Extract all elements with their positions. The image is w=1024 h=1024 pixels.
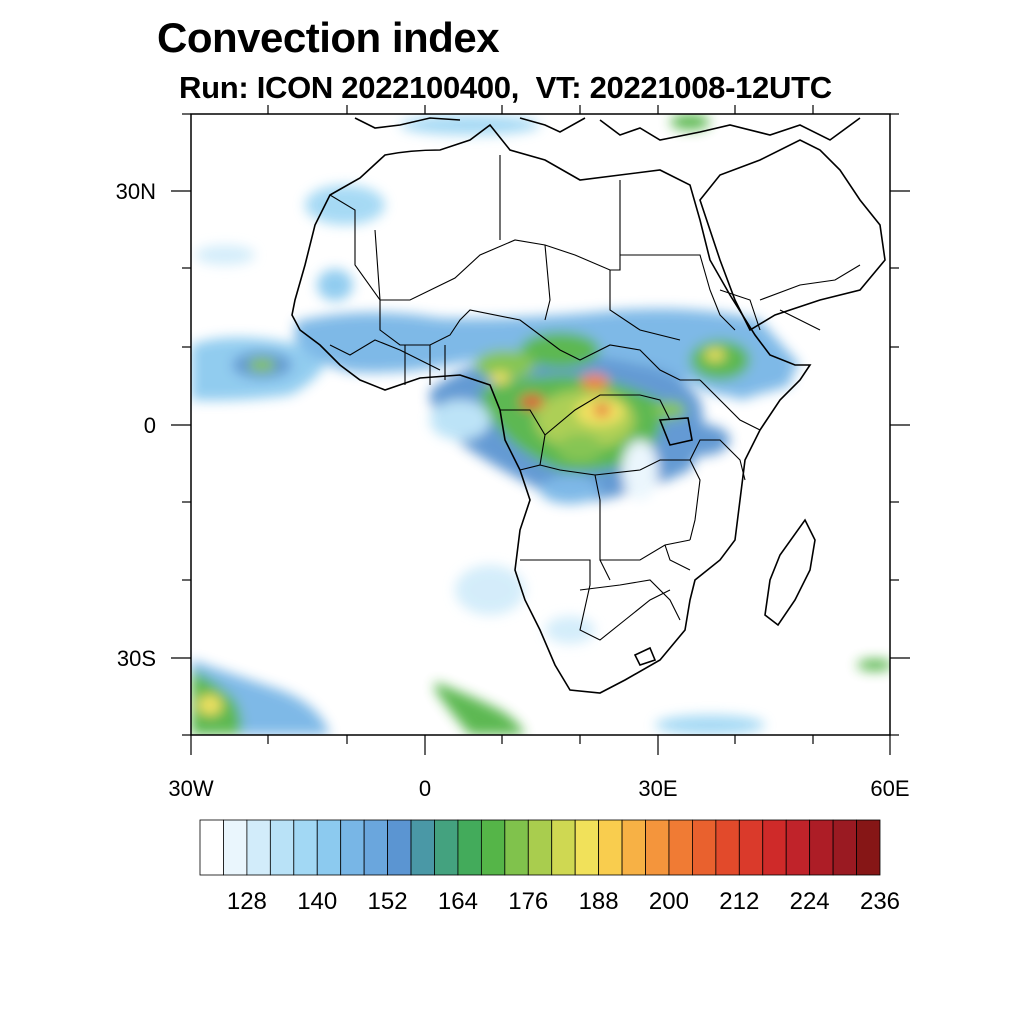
colorbar-tick-label: 188 [578,888,619,915]
colorbar-swatch [551,819,576,876]
colorbar-swatch [668,819,693,876]
colorbar-tick-label: 224 [789,888,830,915]
colorbar-swatch [715,819,740,876]
colorbar-swatch [856,819,881,876]
colorbar-swatch [269,819,295,876]
colorbar-swatch [340,819,365,876]
colorbar-tick-label: 152 [367,888,408,915]
lon-label-30w: 30W [168,776,214,801]
lat-label-30n: 30N [115,179,156,204]
chart-title: Convection index [157,14,500,61]
colorbar-swatch [504,819,529,876]
lon-label-30e: 30E [638,776,678,801]
colorbar-swatch [598,819,623,876]
colorbar-swatch [809,819,834,876]
lon-label-60e: 60E [870,776,910,801]
colorbar-swatch [785,819,811,876]
colorbar-swatch [223,819,248,876]
colorbar-swatch [410,819,435,876]
lon-label-0: 0 [418,776,432,801]
colorbar-swatch [387,819,412,876]
colorbar-tick-label: 200 [648,888,689,915]
colorbar-swatch [574,819,600,876]
lat-label-0: 0 [143,413,156,438]
colorbar-swatch [527,819,553,876]
colorbar-tick-label: 212 [719,888,760,915]
colorbar-tick-label: 236 [859,888,901,915]
colorbar-tick-label: 164 [437,888,478,915]
colorbar [199,819,881,876]
colorbar-swatch [434,819,459,876]
colorbar-swatch [293,819,318,876]
colorbar-swatch [692,819,717,876]
colorbar-swatch [832,819,857,876]
coastlines [291,117,886,694]
colorbar-tick-label: 128 [226,888,267,915]
colorbar-swatch [480,819,506,876]
colorbar-swatch [645,819,670,876]
colorbar-swatch [762,819,787,876]
country-borders [329,155,861,641]
convection-field [191,114,890,735]
chart-subtitle: Run: ICON 2022100400, VT: 20221008-12UTC [179,70,832,105]
axis-ticks [171,105,910,755]
colorbar-swatch [621,819,646,876]
colorbar-tick-label: 176 [508,888,549,915]
colorbar-tick-label: 140 [297,888,338,915]
colorbar-swatch [246,819,271,876]
colorbar-swatch [199,819,224,876]
colorbar-swatch [363,819,388,876]
colorbar-swatch [738,819,764,876]
lat-label-30s: 30S [116,646,156,671]
colorbar-swatch [316,819,342,876]
colorbar-swatch [457,819,482,876]
